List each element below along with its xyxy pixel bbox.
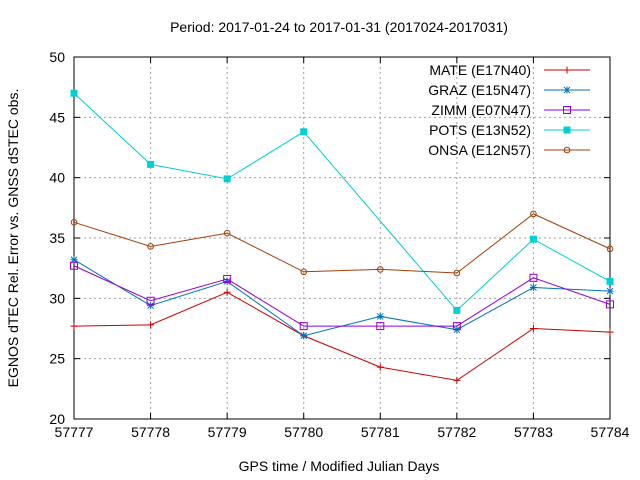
legend-item: MATE (E17N40) <box>429 62 590 78</box>
y-tick-label: 30 <box>49 290 65 306</box>
series-group <box>70 89 614 384</box>
series-pots <box>70 89 614 314</box>
plus-marker <box>223 288 231 296</box>
x-tick-label: 57783 <box>514 424 553 440</box>
star-marker <box>70 256 78 264</box>
legend-label: GRAZ (E15N47) <box>428 82 531 98</box>
legend-label: MATE (E17N40) <box>429 62 531 78</box>
star-marker <box>529 283 537 291</box>
circle-marker <box>376 266 384 273</box>
y-tick-label: 40 <box>49 170 65 186</box>
star-marker <box>563 86 571 94</box>
square-marker <box>146 296 155 305</box>
star-marker <box>376 312 384 320</box>
star-marker <box>223 277 231 285</box>
series-onsa <box>70 210 614 277</box>
star-marker <box>300 332 308 340</box>
filled-square-marker <box>300 128 308 136</box>
x-tick-label: 57784 <box>591 424 630 440</box>
circle-marker <box>147 243 154 250</box>
filled-square-marker <box>606 277 614 285</box>
x-tick-label: 57778 <box>131 424 170 440</box>
legend-item: GRAZ (E15N47) <box>428 82 590 98</box>
y-tick-label: 25 <box>49 351 65 367</box>
filled-square-marker <box>453 306 461 314</box>
plus-marker <box>453 376 461 384</box>
axis-ticks: 57777 57778 57779 57780 57781 57782 57783 57784… <box>49 49 629 440</box>
legend-label: POTS (E13N52) <box>429 122 531 138</box>
x-tick-label: 57781 <box>361 424 400 440</box>
filled-square-marker <box>563 126 571 134</box>
square-marker <box>299 322 308 331</box>
x-axis-label: GPS time / Modified Julian Days <box>239 458 440 474</box>
x-tick-label: 57782 <box>437 424 476 440</box>
legend: MATE (E17N40) GRAZ (E15N47) ZIMM (E07N47) P… <box>428 62 590 158</box>
plus-marker <box>606 328 614 336</box>
star-marker <box>147 302 155 310</box>
square-marker <box>452 322 461 331</box>
series-mate <box>70 288 614 384</box>
circle-marker <box>530 210 537 218</box>
y-axis-label: EGNOS dTEC Rel. Error vs. GNSS dSTEC obs… <box>5 89 21 388</box>
series-line <box>73 213 611 274</box>
legend-label: ONSA (E12N57) <box>428 142 531 158</box>
x-tick-label: 57777 <box>55 424 94 440</box>
circle-marker <box>70 219 78 226</box>
series-line <box>73 291 611 381</box>
circle-marker <box>606 245 614 253</box>
series-zimm <box>70 261 614 331</box>
plus-marker <box>147 321 155 329</box>
y-tick-label: 45 <box>49 109 65 125</box>
filled-square-marker <box>529 235 537 243</box>
star-marker <box>606 287 614 295</box>
square-marker <box>563 106 571 114</box>
legend-item: ZIMM (E07N47) <box>431 102 590 118</box>
y-tick-label: 50 <box>49 49 65 65</box>
square-marker <box>606 300 614 309</box>
y-tick-label: 35 <box>49 230 65 246</box>
chart-title: Period: 2017-01-24 to 2017-01-31 (201702… <box>170 19 508 35</box>
legend-item: POTS (E13N52) <box>429 122 590 138</box>
legend-label: ZIMM (E07N47) <box>431 102 531 118</box>
circle-marker <box>300 268 308 276</box>
plus-marker <box>376 363 384 371</box>
square-marker <box>70 261 78 270</box>
square-marker <box>529 273 538 282</box>
x-tick-label: 57780 <box>284 424 323 440</box>
circle-marker <box>223 229 231 237</box>
filled-square-marker <box>70 89 78 97</box>
plus-marker <box>529 325 537 332</box>
y-tick-label: 20 <box>49 411 65 427</box>
x-tick-label: 57779 <box>208 424 247 440</box>
legend-item: ONSA (E12N57) <box>428 142 590 158</box>
circle-marker <box>563 146 571 154</box>
filled-square-marker <box>223 175 231 183</box>
series-line <box>73 265 611 327</box>
square-marker <box>223 275 232 284</box>
plus-marker <box>563 66 571 74</box>
filled-square-marker <box>147 160 155 168</box>
plus-marker <box>70 322 78 330</box>
circle-marker <box>453 269 461 277</box>
square-marker <box>376 322 385 331</box>
